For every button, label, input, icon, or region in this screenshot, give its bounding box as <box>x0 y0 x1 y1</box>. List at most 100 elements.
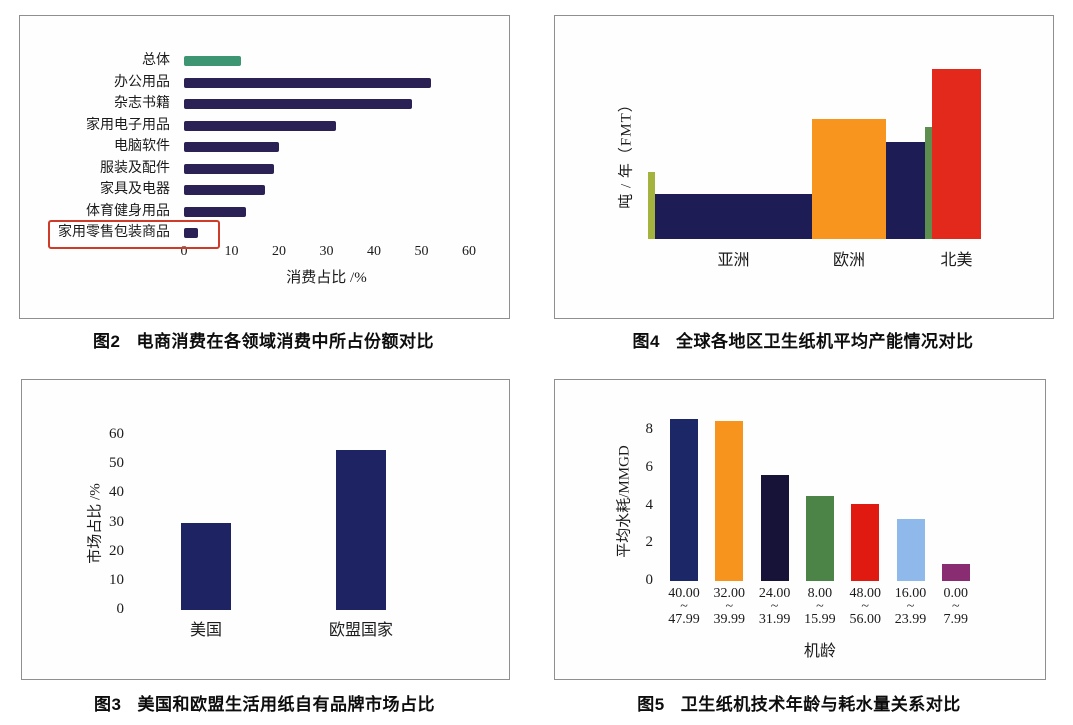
fig5-caption: 图5 卫生纸机技术年龄与耗水量关系对比 <box>554 690 1044 715</box>
category-label: 办公用品 <box>114 74 170 90</box>
category-label: 电脑软件 <box>114 139 170 154</box>
x-tick-range: 0.00 ~7.99 <box>929 586 983 627</box>
bar <box>181 522 231 610</box>
x-tick-range: 48.00 ~56.00 <box>838 586 892 627</box>
bar <box>184 142 279 152</box>
range-to: 47.99 <box>668 612 700 627</box>
bar <box>184 163 275 174</box>
bar <box>932 69 981 239</box>
fig2-caption-number: 图2 <box>93 332 121 351</box>
bar <box>184 206 246 217</box>
range-to: 31.99 <box>758 612 791 627</box>
fig3-caption-title: 美国和欧盟生活用纸自有品牌市场占比 <box>137 695 435 714</box>
x-tick: 10 <box>224 244 239 259</box>
x-tick: 40 <box>367 244 381 259</box>
x-tick: 50 <box>414 244 429 259</box>
x-tick: 30 <box>319 244 334 259</box>
bar <box>670 418 698 581</box>
bar <box>925 127 932 239</box>
fig2-caption-title: 电商消费在各领域消费中所占份额对比 <box>136 332 434 351</box>
category-label: 家用零售包装商品 <box>58 225 170 240</box>
category-label: 欧盟国家 <box>328 622 393 639</box>
range-tilde: ~ <box>861 599 869 614</box>
x-tick: 0 <box>180 244 188 259</box>
bar <box>184 185 265 195</box>
category-label: 亚洲 <box>717 252 750 269</box>
category-label: 总体 <box>142 53 170 68</box>
bar <box>805 496 834 581</box>
range-from: 24.00 <box>758 586 791 601</box>
y-tick: 30 <box>109 513 124 530</box>
range-from: 32.00 <box>713 586 746 601</box>
fig2-chart-panel: 总体 办公用品 杂志书籍 家用电子用品 电脑软件 服装及配件 家具及电器 体育健身用品 家用零售… <box>19 15 510 319</box>
y-tick: 40 <box>109 484 124 501</box>
bar <box>715 420 744 581</box>
range-from: 8.00 <box>807 586 833 601</box>
x-axis-label: 消费占比 /% <box>286 270 367 286</box>
x-tick: 20 <box>272 244 286 259</box>
range-tilde: ~ <box>725 599 734 614</box>
fig3-caption-number: 图3 <box>94 695 122 714</box>
fig5-chart-panel: 0 2 4 6 8 40.00 ~47.99 32.00 ~39.99 24.00 ~31.99 8.… <box>554 379 1046 680</box>
bar <box>184 120 336 131</box>
category-label: 北美 <box>940 252 973 269</box>
x-tick-range: 32.00 ~39.99 <box>702 586 756 627</box>
y-tick: 0 <box>645 572 654 588</box>
range-from: 16.00 <box>894 586 927 601</box>
x-tick-range: 16.00 ~23.99 <box>884 586 938 627</box>
category-label: 家具及电器 <box>100 182 170 197</box>
bar <box>812 118 886 239</box>
bar <box>896 518 925 581</box>
category-label: 美国 <box>189 622 222 639</box>
y-axis-label: 平均水耗/MMGD <box>616 445 633 558</box>
x-tick-range: 24.00 ~31.99 <box>748 586 802 627</box>
range-to: 7.99 <box>943 612 969 627</box>
fig4-caption: 图4 全球各地区卫生纸机平均产能情况对比 <box>554 327 1052 352</box>
y-tick: 2 <box>645 534 654 551</box>
y-tick: 20 <box>109 542 124 559</box>
range-from: 40.00 <box>668 586 700 601</box>
fig2-caption: 图2 电商消费在各领域消费中所占份额对比 <box>19 327 508 352</box>
range-to: 23.99 <box>894 612 927 627</box>
bar <box>184 228 199 238</box>
bar <box>760 475 789 581</box>
y-tick: 6 <box>645 458 654 475</box>
range-to: 56.00 <box>849 612 881 627</box>
y-tick: 8 <box>645 421 654 437</box>
y-tick: 60 <box>109 426 124 442</box>
bar <box>336 449 386 610</box>
range-from: 48.00 <box>849 586 881 601</box>
fig5-caption-number: 图5 <box>637 695 665 714</box>
range-tilde: ~ <box>770 599 779 614</box>
range-tilde: ~ <box>952 599 960 614</box>
fig5-caption-title: 卫生纸机技术年龄与耗水量关系对比 <box>680 695 961 714</box>
fig3-caption: 图3 美国和欧盟生活用纸自有品牌市场占比 <box>21 690 508 715</box>
fig4-chart-panel: 亚洲 欧洲 北美 吨 / 年（FMT） <box>554 15 1054 319</box>
y-tick: 4 <box>645 496 654 513</box>
range-to: 15.99 <box>804 612 836 627</box>
category-label: 服装及配件 <box>100 160 170 176</box>
x-tick-range: 40.00 ~47.99 <box>657 586 711 627</box>
highlight-box <box>48 220 220 249</box>
range-tilde: ~ <box>680 599 688 614</box>
y-tick: 10 <box>109 571 124 588</box>
bar <box>941 564 970 581</box>
bar <box>184 77 431 88</box>
bar <box>184 56 241 66</box>
fig4-caption-title: 全球各地区卫生纸机平均产能情况对比 <box>675 332 974 351</box>
x-tick: 60 <box>462 244 476 259</box>
range-from: 0.00 <box>943 586 969 601</box>
y-axis-label: 市场占比 /% <box>87 483 104 564</box>
category-label: 欧洲 <box>832 252 865 269</box>
bar <box>648 172 655 239</box>
range-to: 39.99 <box>713 612 746 627</box>
x-tick-range: 8.00 ~15.99 <box>793 586 847 627</box>
y-tick: 50 <box>109 455 124 472</box>
bar <box>886 142 925 239</box>
y-tick: 0 <box>116 601 125 617</box>
fig4-caption-number: 图4 <box>632 332 660 351</box>
category-label: 杂志书籍 <box>114 96 170 111</box>
category-label: 体育健身用品 <box>86 203 170 219</box>
range-tilde: ~ <box>816 599 824 614</box>
